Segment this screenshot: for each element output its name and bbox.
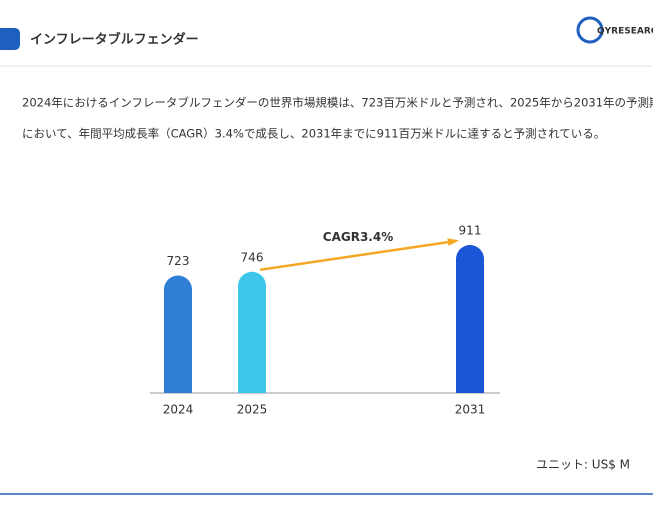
- bar: [238, 271, 266, 393]
- header-title: インフレータブルフェンダー: [30, 32, 199, 48]
- value-label: 723: [167, 254, 190, 268]
- x-tick-label: 2031: [455, 403, 486, 417]
- value-label: 746: [241, 250, 264, 264]
- cagr-label: CAGR3.4%: [323, 230, 393, 244]
- x-tick-label: 2024: [163, 403, 194, 417]
- logo-mark: [576, 16, 604, 44]
- bar: [164, 275, 192, 393]
- description-line: 2024年におけるインフレータブルフェンダーの世界市場規模は、723百万米ドルと…: [22, 96, 653, 110]
- cagr-arrow: [259, 239, 457, 272]
- logo: QYRESEARCH: [597, 27, 653, 37]
- cagr-arrowhead: [447, 238, 459, 247]
- bar: [456, 245, 484, 393]
- unit-label: ユニット: US$ M: [536, 458, 630, 472]
- x-tick-label: 2025: [237, 403, 268, 417]
- value-label: 911: [459, 224, 482, 238]
- description-line: において、年間平均成長率（CAGR）3.4%で成長し、2031年までに911百万…: [22, 127, 605, 141]
- header-marker: [0, 28, 20, 50]
